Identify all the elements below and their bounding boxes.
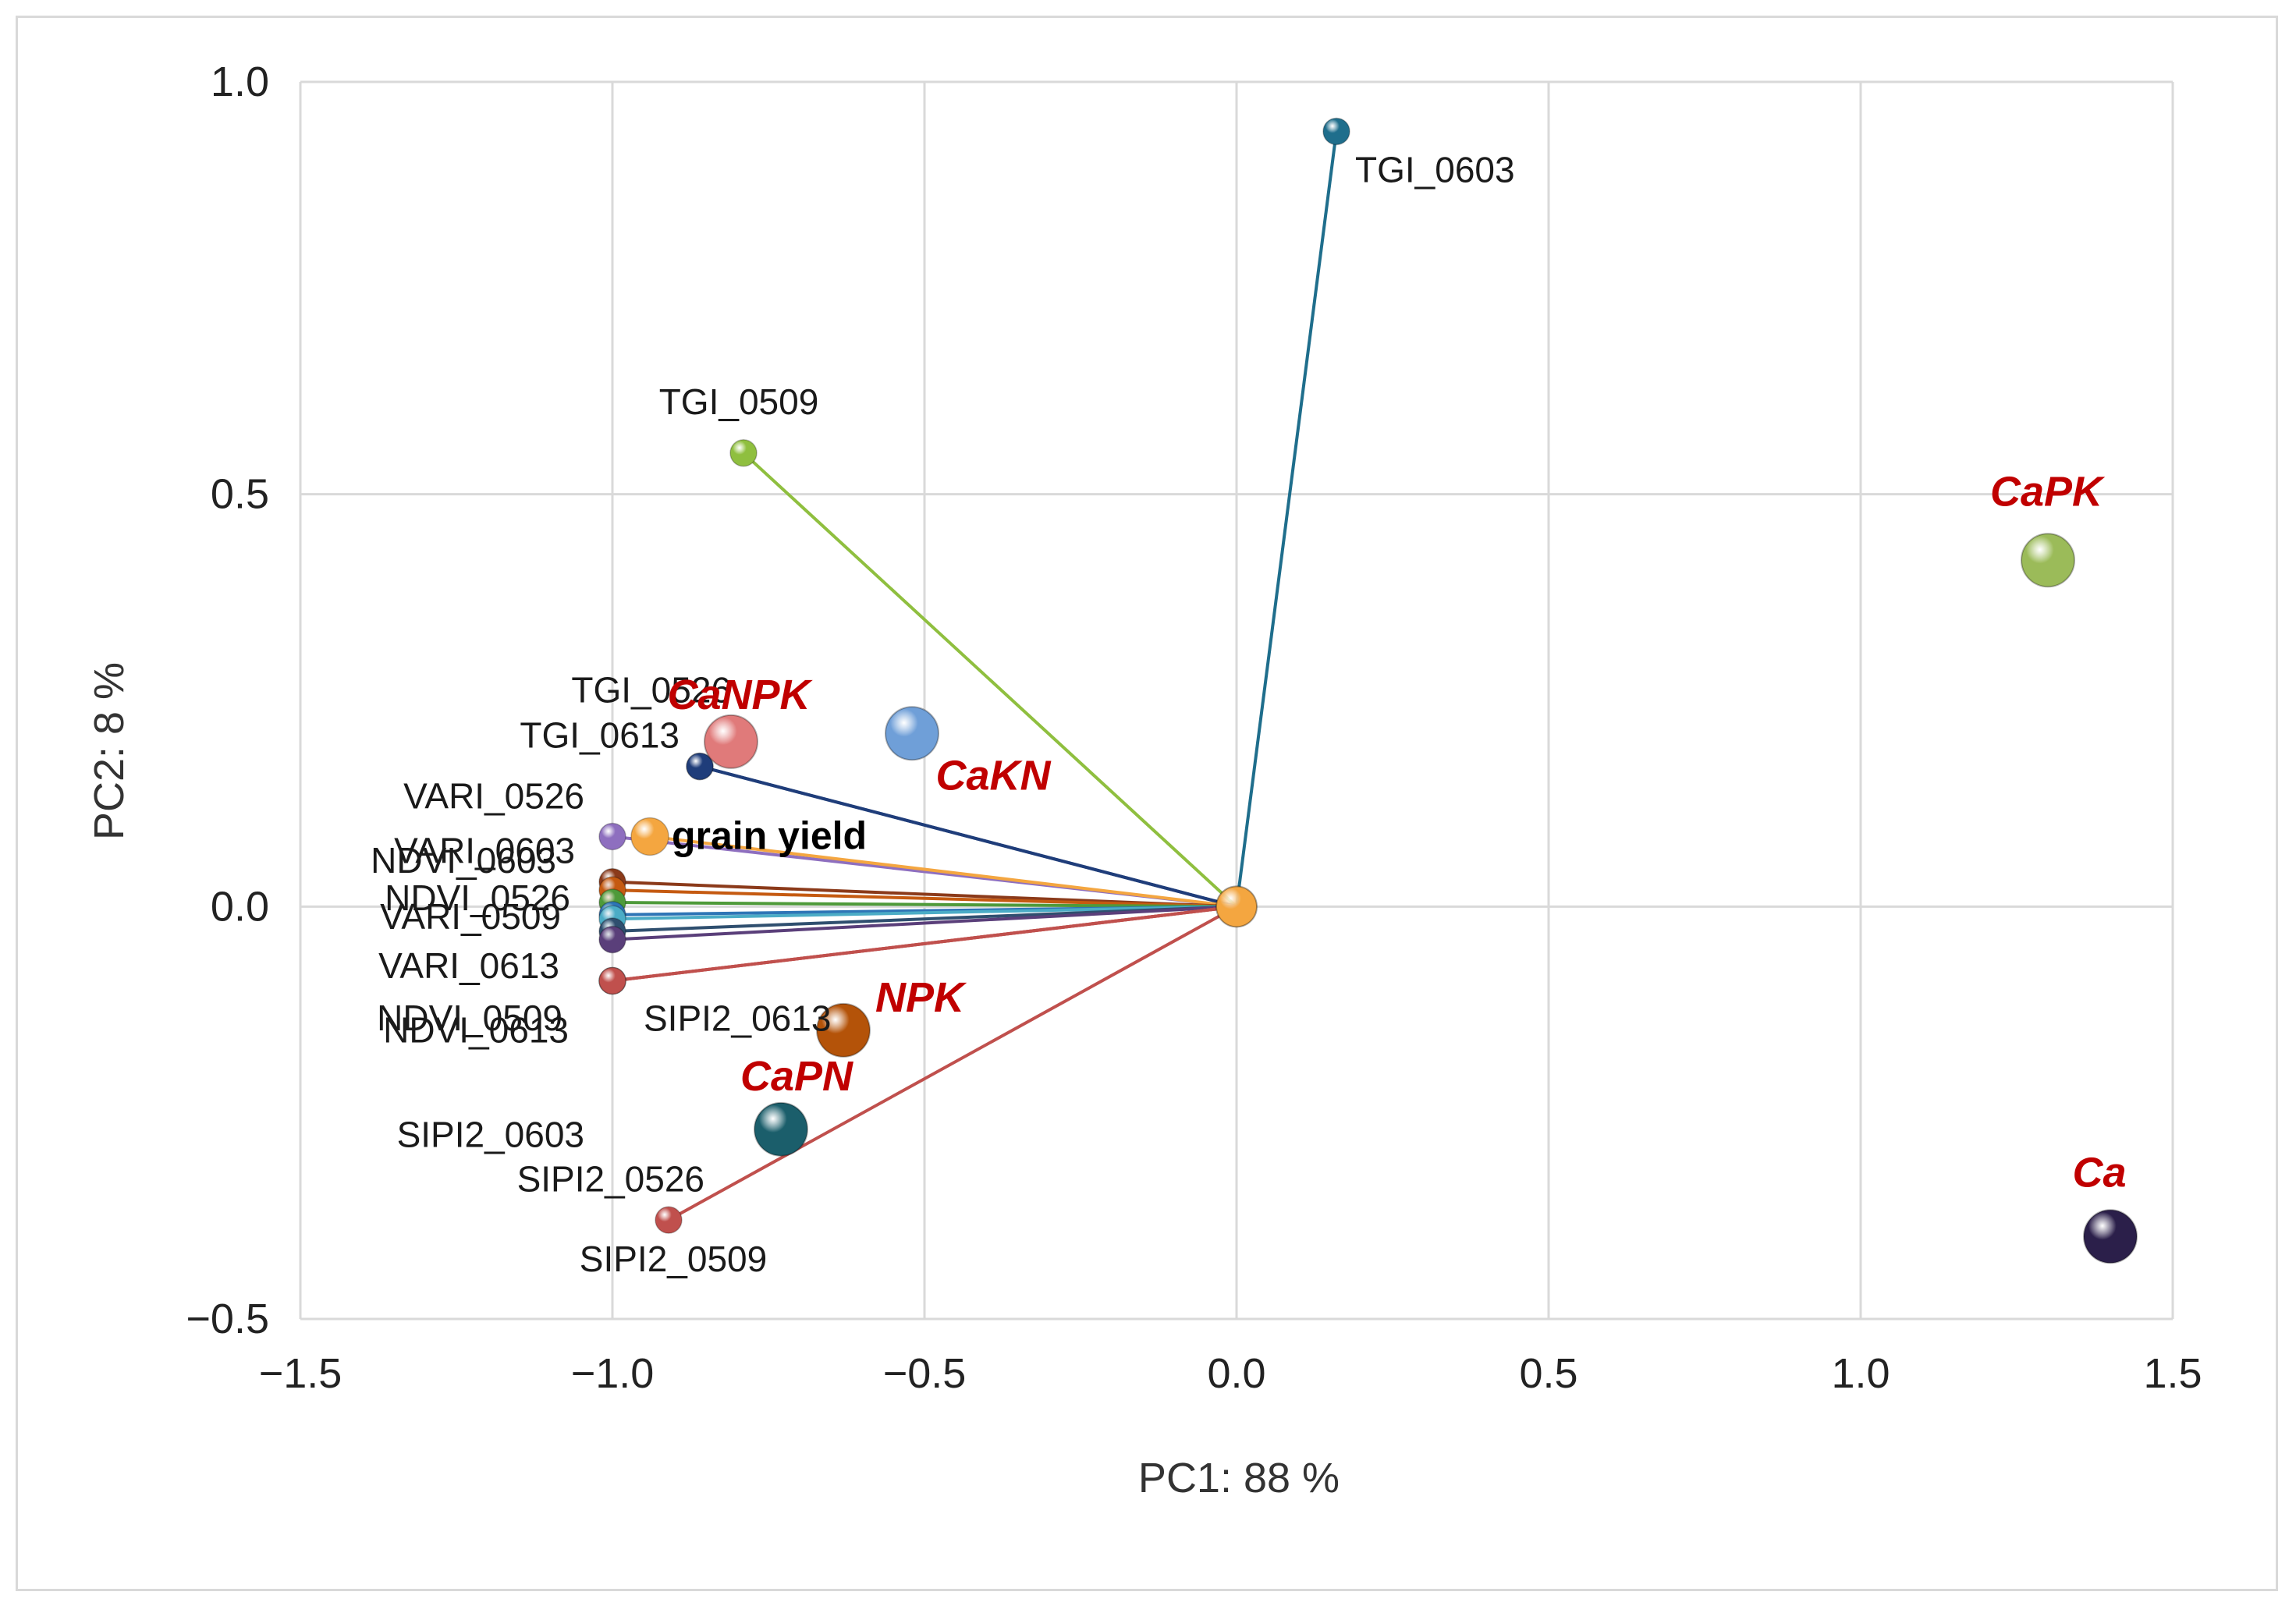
treatment-label-cakn: CaKN (935, 752, 1051, 799)
variable-label-sipi2-0603: SIPI2_0603 (397, 1114, 584, 1154)
vector-vari-0613 (612, 905, 1237, 921)
y-tick-label: 0.5 (211, 471, 269, 518)
variable-point-tgi-0509 (729, 439, 758, 467)
variable-label-tgi-0526: TGI_0526 (571, 670, 731, 711)
variable-label-ndvi-0526: NDVI_0526 (385, 877, 570, 918)
treatment-point-npk (816, 1002, 871, 1058)
vector-tgi-0603 (1235, 131, 1338, 907)
variable-label-tgi-0603: TGI_0603 (1355, 149, 1515, 190)
variable-point-grain-yield (630, 817, 669, 856)
x-tick-label: −0.5 (883, 1350, 967, 1397)
vector-ndvi-0526 (612, 888, 1237, 909)
variable-label-tgi-0613: TGI_0613 (520, 715, 680, 756)
x-tick-label: −1.0 (571, 1350, 655, 1397)
variable-label-sipi2-0613: SIPI2_0613 (644, 998, 831, 1038)
variable-label-tgi-0509: TGI_0509 (659, 381, 819, 422)
vector-sipi2-0526 (612, 905, 1237, 983)
x-axis-title: PC1: 88 % (1138, 1455, 1340, 1501)
treatment-point-ca (2083, 1209, 2138, 1264)
treatment-point-capn (754, 1101, 808, 1157)
variable-label-ndvi-0603: NDVI_0603 (371, 840, 556, 881)
variable-point-vari-0526 (598, 822, 626, 851)
variable-point-tgi-0603 (1322, 117, 1350, 146)
vector-ndvi-0613 (612, 905, 1237, 941)
variable-point-tgi-0613 (686, 752, 714, 781)
variable-label-ndvi-0509: NDVI_0509 (377, 998, 562, 1038)
y-tick-label: −0.5 (186, 1296, 269, 1342)
treatment-label-ca: Ca (2072, 1149, 2126, 1196)
variable-label-vari-0526: VARI_0526 (403, 775, 584, 816)
variable-label-sipi2-0509: SIPI2_0509 (580, 1239, 767, 1279)
vector-tgi-0509 (742, 452, 1238, 908)
variable-label-vari-0603: VARI_0603 (394, 831, 575, 871)
treatment-label-canpk: CaNPK (667, 672, 813, 718)
vector-sipi2-0509 (668, 905, 1237, 1221)
y-tick-label: 1.0 (211, 58, 269, 105)
vector-grain-yield (649, 835, 1237, 909)
treatment-label-npk: NPK (875, 974, 967, 1021)
variable-label-grain-yield: grain yield (672, 814, 867, 857)
variable-label-vari-0613: VARI_0613 (378, 945, 559, 986)
treatment-label-capn: CaPN (740, 1053, 853, 1100)
x-tick-label: −1.5 (259, 1350, 342, 1397)
vector-tgi-0613 (699, 764, 1237, 909)
pca-biplot-chart: −1.5 −1.0 −0.5 0.0 0.5 1.0 1.5 −0.5 0.0 0.5 1.0 TG… (86, 58, 2202, 1501)
x-tick-label: 0.0 (1207, 1350, 1265, 1397)
y-tick-label: 0.0 (211, 883, 269, 930)
vector-ndvi-0603 (612, 901, 1237, 909)
figure-frame: −1.5 −1.0 −0.5 0.0 0.5 1.0 1.5 −0.5 0.0 0.5 1.0 TG… (16, 16, 2278, 1591)
treatment-point-capk (2021, 533, 2075, 588)
origin-point (1215, 885, 1258, 928)
points (598, 117, 2138, 1264)
variable-point-ndvi-0613 (598, 925, 626, 954)
variable-point-sipi2-0526 (598, 966, 626, 995)
x-tick-label: 0.5 (1519, 1350, 1577, 1397)
x-tick-label: 1.5 (2143, 1350, 2202, 1397)
treatment-label-capk: CaPK (1990, 468, 2106, 515)
variable-label-vari-0509: VARI_0509 (380, 896, 561, 937)
treatment-point-cakn (885, 706, 939, 761)
axis-ticks: −1.5 −1.0 −0.5 0.0 0.5 1.0 1.5 −0.5 0.0 0.5 1.0 (186, 58, 2202, 1397)
y-axis-title: PC2: 8 % (86, 662, 133, 840)
loading-vectors (612, 131, 1338, 1221)
variable-label-ndvi-0613: NDVI_0613 (383, 1010, 569, 1051)
variable-point-sipi2-0509 (655, 1206, 683, 1234)
treatment-point-canpk (704, 714, 758, 769)
variable-label-sipi2-0526: SIPI2_0526 (517, 1158, 704, 1199)
x-tick-label: 1.0 (1831, 1350, 1890, 1397)
